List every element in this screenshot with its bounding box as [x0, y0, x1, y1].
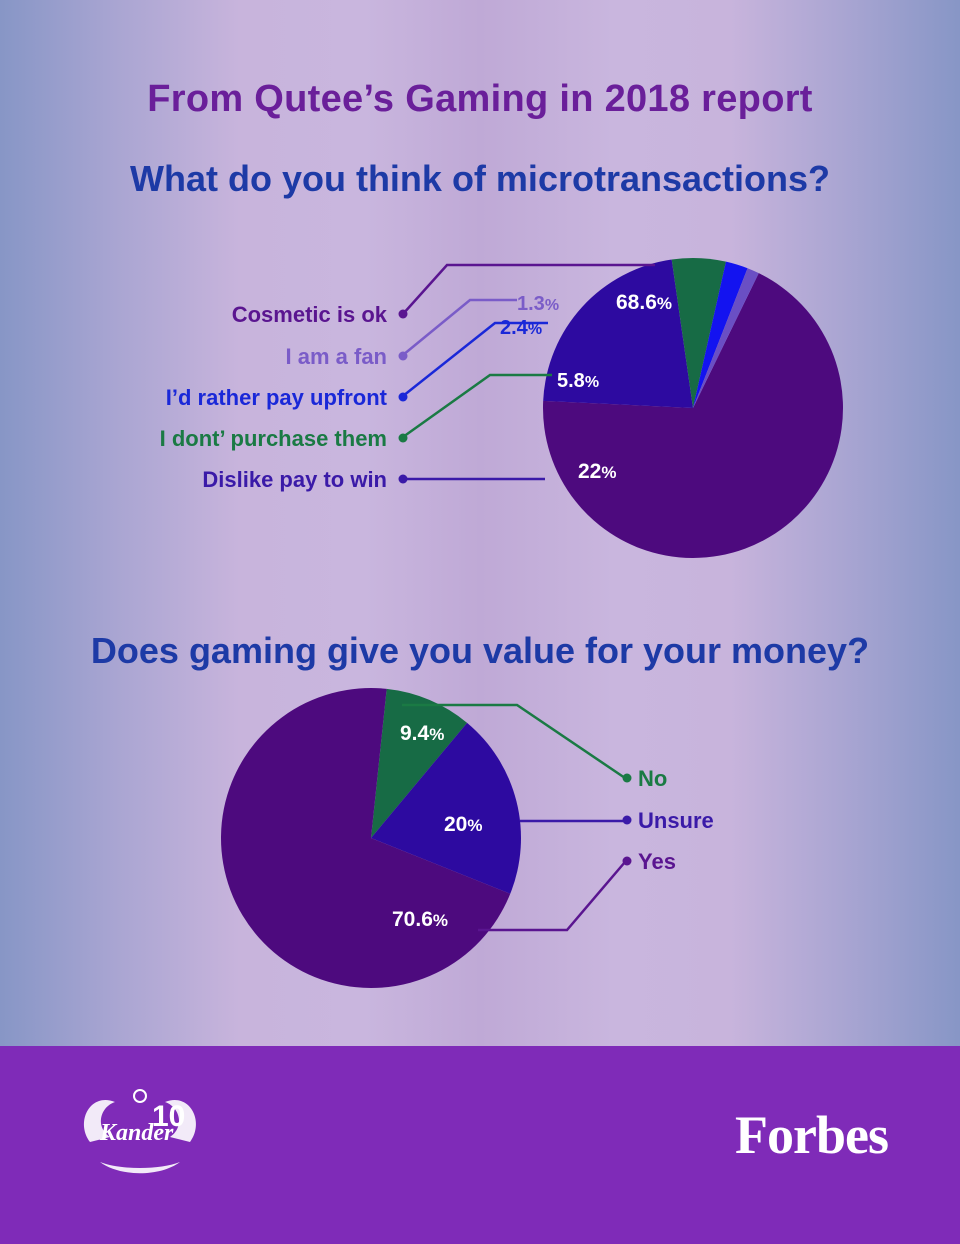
pie1-leader-dot-cosmetic-is-ok [398, 309, 408, 319]
pie1-value-cosmetic-is-ok: 68.6% [616, 291, 672, 314]
pie1-leader-dot-dislike-pay-to-win [398, 474, 408, 484]
pie1-leader-dot-i-d-rather-pay-upfront [398, 392, 408, 402]
pie1-leader-cosmetic-is-ok [402, 263, 655, 315]
charts-canvas: 68.6% 1.3%2.4% 5.8% 22% Cosmetic is ok I am a… [160, 258, 844, 988]
forbes-logo: Forbes [735, 1105, 889, 1165]
kander-logo: Kander 10 [70, 1082, 210, 1182]
pie2-value-no: 9.4% [400, 722, 444, 745]
pie2-value-unsure: 20% [444, 813, 482, 836]
pie2-slice-yes [221, 688, 511, 988]
pie1-legend-i-d-rather-pay-upfront: I’d rather pay upfront [166, 385, 388, 410]
pie2-legend-unsure: Unsure [638, 808, 714, 833]
pie1-slice-cosmetic-is-ok [542, 273, 844, 559]
footer-band: Kander 10 Forbes [0, 1046, 960, 1244]
pie2-leader-yes [478, 861, 626, 932]
report-title: From Qutee’s Gaming in 2018 report [147, 78, 813, 120]
pie1-slice-i-dont-purchase-them [671, 258, 726, 408]
pie2-slice-no [371, 688, 468, 838]
pie1-leader-i-d-rather-pay-upfront [402, 321, 548, 397]
chart1-title: What do you think of microtransactions? [129, 158, 831, 199]
pie1-leader-i-dont-purchase-them [402, 373, 552, 439]
logo-number: 10 [152, 1100, 186, 1133]
pie1-leader-i-am-a-fan [402, 298, 517, 356]
chart2-title: Does gaming give you value for your mone… [90, 630, 870, 671]
pie1-slice-i-d-rather-pay-upfront [693, 261, 748, 408]
pie2-legend-no: No [638, 766, 667, 791]
pie1-value-dislike-pay-to-win: 22% [578, 460, 616, 483]
pie1-leader-dot-i-am-a-fan [398, 351, 408, 361]
pie2-slice-unsure [371, 722, 521, 894]
pie2-legend-yes: Yes [638, 849, 676, 874]
pie2-leader-dot-no [622, 773, 632, 783]
pie1-value-i-dont-purchase-them: 5.8% [557, 370, 599, 392]
pie1-leader-dot-i-dont-purchase-them [398, 433, 408, 443]
flourish-icon [84, 1089, 196, 1174]
pie1-slice-dislike-pay-to-win [543, 259, 693, 408]
pie2-leader-dot-yes [622, 856, 632, 866]
pie2-leader-no [402, 703, 626, 780]
pie2-leader-dot-unsure [622, 815, 632, 825]
pie1-legend-i-am-a-fan: I am a fan [286, 344, 387, 369]
pie1-slice-i-am-a-fan [693, 268, 759, 408]
pie1-value-i-d-rather-pay-upfront: 2.4% [500, 317, 542, 339]
pie1-legend-dislike-pay-to-win: Dislike pay to win [202, 467, 387, 492]
pie2-value-yes: 70.6% [392, 908, 448, 931]
pie1-legend-i-dont-purchase-them: I dont’ purchase them [160, 426, 387, 451]
logo-text: Kander [100, 1120, 174, 1146]
pie1-value-i-am-a-fan: 1.3% [517, 293, 559, 315]
pie1-legend-cosmetic-is-ok: Cosmetic is ok [232, 302, 388, 327]
